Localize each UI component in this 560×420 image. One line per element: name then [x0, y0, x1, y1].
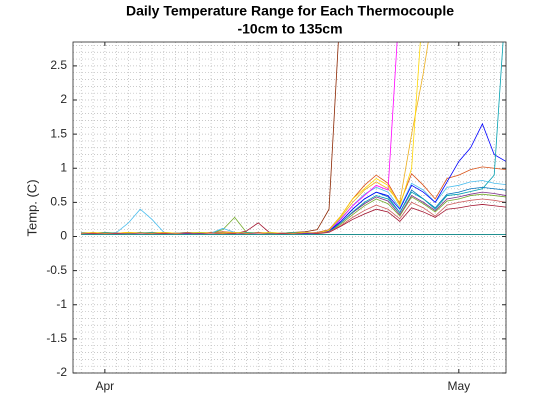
y-tick-label: 2: [60, 92, 67, 106]
axes-box: [72, 41, 507, 374]
x-tick-label: May: [447, 379, 470, 393]
lines: [81, 42, 506, 235]
y-tick-label: 0.5: [50, 195, 67, 209]
y-tick-label: -1.5: [46, 331, 67, 345]
y-tick-label: 2.5: [50, 58, 67, 72]
series-line: [81, 198, 506, 235]
axes: -2 -1.5 -1 -0.5 0 0.5 1 1.5 2 2.5 Apr May: [46, 41, 507, 393]
y-tick-label: 1: [60, 160, 67, 174]
plot-area: [73, 42, 506, 373]
chart-title: Daily Temperature Range for Each Thermoc…: [126, 3, 454, 19]
x-tick-label: Apr: [96, 379, 115, 393]
y-tick-label: 0: [60, 229, 67, 243]
series-line: [81, 42, 504, 234]
series-line: [81, 42, 421, 234]
y-tick-label: 1.5: [50, 126, 67, 140]
chart-subtitle: -10cm to 135cm: [237, 21, 342, 37]
y-tick-label: -1: [56, 297, 67, 311]
y-tick-label: -0.5: [46, 263, 67, 277]
y-axis-label: Temp. (C): [24, 179, 39, 236]
y-tick-label: -2: [56, 365, 67, 379]
